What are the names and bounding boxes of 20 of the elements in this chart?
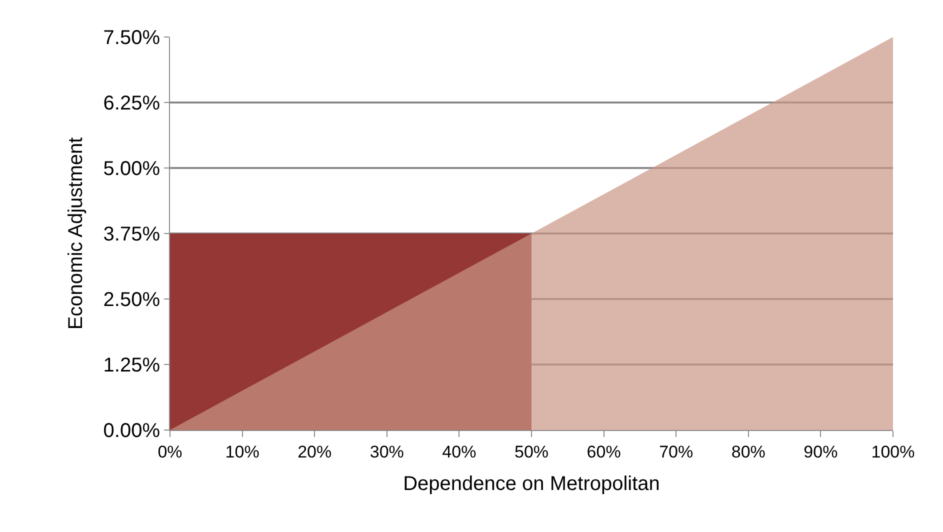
x-tick-label: 30% — [370, 442, 404, 462]
x-tick-label: 90% — [804, 442, 838, 462]
x-tick-label: 80% — [731, 442, 766, 462]
x-tick-label: 50% — [514, 442, 549, 462]
y-tick-label: 2.50% — [103, 289, 160, 311]
y-tick-label: 1.25% — [103, 354, 160, 376]
x-tick-label: 60% — [586, 442, 621, 462]
y-tick-label: 3.75% — [103, 224, 160, 246]
x-tick-label: 100% — [871, 442, 915, 462]
x-tick-label: 10% — [225, 442, 260, 462]
x-axis-title: Dependence on Metropolitan — [403, 472, 660, 495]
x-tick-label: 70% — [659, 442, 694, 462]
y-tick-label: 7.50% — [103, 27, 160, 49]
x-tick-label: 20% — [298, 442, 332, 462]
y-tick-label: 5.00% — [103, 158, 160, 180]
y-tick-label: 6.25% — [103, 92, 160, 114]
x-tick-label: 40% — [442, 442, 476, 462]
y-axis-title: Economic Adjustment — [64, 136, 87, 330]
y-tick-label: 0.00% — [103, 420, 160, 442]
x-tick-label: 0% — [158, 442, 182, 462]
